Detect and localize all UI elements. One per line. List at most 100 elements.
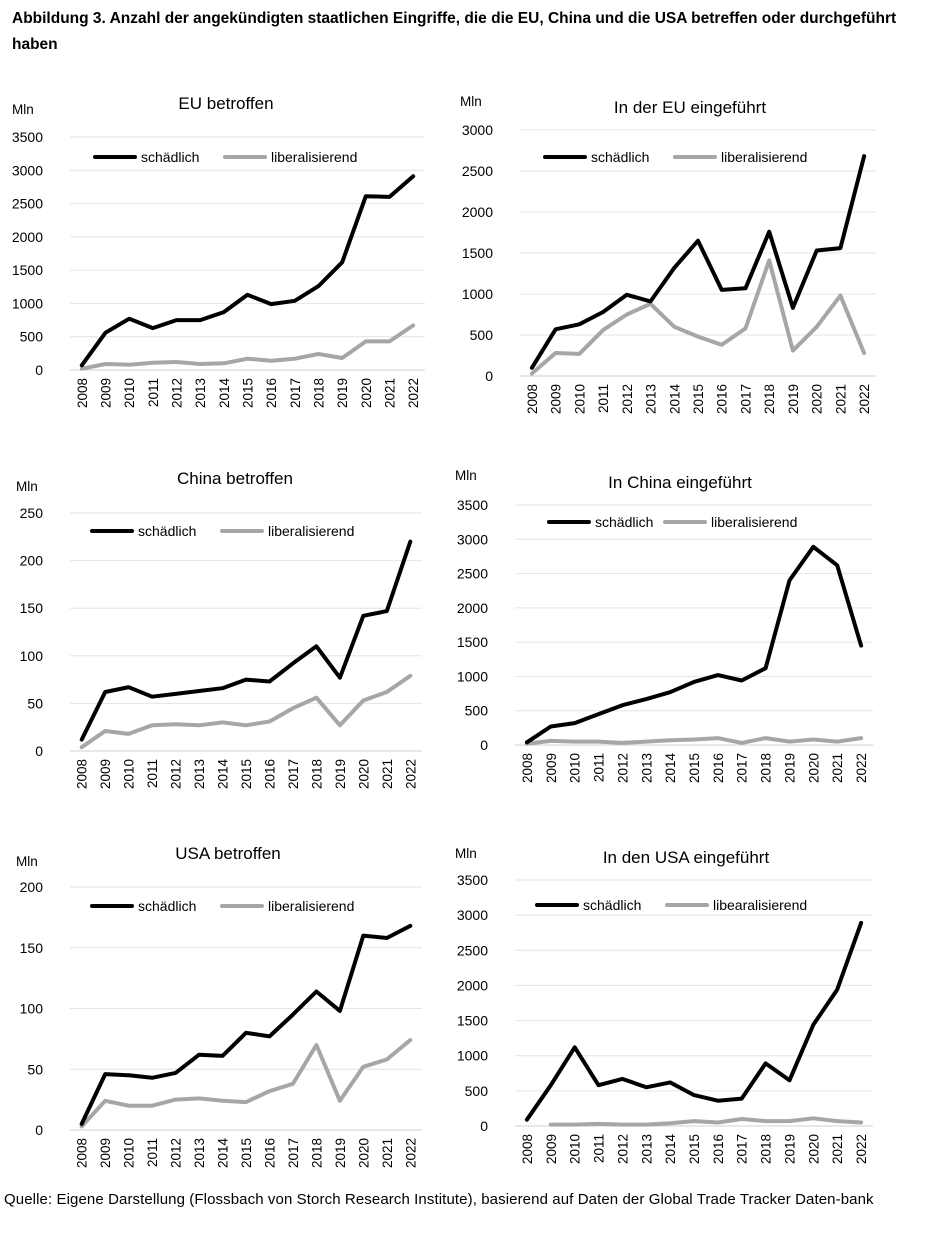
x-tick-label: 2014 [667,384,682,415]
series-line-harmful [79,923,413,1126]
x-tick-label: 2011 [592,1134,607,1163]
x-tick-label: 2009 [99,378,114,408]
y-tick-label: 500 [20,329,44,345]
x-tick-label: 2015 [687,1134,702,1164]
x-tick-label: 2013 [639,1134,654,1164]
y-tick-label: 50 [27,695,43,711]
x-tick-label: 2015 [687,753,702,783]
x-tick-label: 2022 [854,753,869,783]
x-tick-label: 2019 [333,1138,348,1168]
series-line-harmful [79,174,416,368]
y-tick-label: 1500 [12,262,43,278]
x-tick-label: 2017 [288,378,303,408]
legend-label-liberalizing: liberalisierend [721,149,807,165]
x-tick-label: 2020 [806,1134,821,1164]
y-tick-label: 2000 [457,600,488,616]
y-tick-label: 1500 [462,245,493,261]
x-tick-label: 2017 [735,1134,750,1164]
x-tick-label: 2012 [620,384,635,414]
y-tick-label: 0 [35,362,43,378]
x-tick-label: 2021 [383,378,398,408]
x-tick-label: 2021 [830,753,845,783]
series-line-harmful [524,920,864,1122]
x-tick-label: 2010 [572,384,587,414]
series-line-liberalizing [79,323,416,371]
x-tick-label: 2021 [833,384,848,414]
source-note: Quelle: Eigene Darstellung (Flossbach vo… [4,1191,874,1208]
y-tick-label: 1000 [457,668,488,684]
y-tick-label: 3000 [462,122,493,138]
x-tick-label: 2019 [786,384,801,414]
y-tick-label: 50 [27,1061,43,1077]
legend-label-liberalizing: liberalisierend [268,523,354,539]
x-tick-label: 2022 [406,378,421,408]
x-tick-label: 2009 [98,1138,113,1168]
y-tick-label: 0 [485,368,493,384]
y-tick-label: 3500 [12,129,43,145]
legend-label-harmful: schädlich [591,149,649,165]
y-unit-label: Mln [16,479,38,494]
y-tick-label: 2500 [12,196,43,212]
y-tick-label: 3500 [457,872,488,888]
x-tick-label: 2010 [568,1134,583,1164]
x-tick-label: 2013 [639,753,654,783]
series-line-liberalizing [548,1116,864,1127]
x-tick-label: 2020 [359,378,374,408]
y-tick-label: 500 [470,327,494,343]
x-tick-label: 2016 [711,753,726,783]
x-tick-label: 2018 [312,378,327,408]
legend-label-harmful: schädlich [138,898,196,914]
y-tick-label: 150 [20,940,44,956]
x-tick-label: 2018 [762,384,777,414]
x-tick-label: 2010 [122,759,137,789]
x-tick-label: 2010 [122,1138,137,1168]
x-tick-label: 2012 [615,1134,630,1164]
chart-title: In den USA eingeführt [603,848,770,867]
x-tick-label: 2010 [568,753,583,783]
x-tick-label: 2020 [356,759,371,789]
y-tick-label: 200 [20,553,44,569]
x-tick-label: 2016 [262,1138,277,1168]
y-tick-label: 500 [465,1083,489,1099]
x-tick-label: 2019 [782,1134,797,1164]
x-tick-label: 2019 [335,378,350,408]
series-line-liberalizing [79,673,413,750]
y-tick-label: 3000 [457,907,488,923]
x-tick-label: 2008 [525,384,540,414]
x-tick-label: 2011 [592,753,607,782]
x-tick-label: 2011 [145,759,160,788]
x-tick-label: 2012 [169,759,184,789]
x-tick-label: 2021 [380,1138,395,1168]
x-tick-label: 2014 [216,1138,231,1169]
legend-label-liberalizing: liberalisierend [268,898,354,914]
x-tick-label: 2016 [262,759,277,789]
x-tick-label: 2014 [216,759,231,790]
x-tick-label: 2022 [857,384,872,414]
y-unit-label: Mln [460,94,482,109]
y-tick-label: 0 [35,1122,43,1138]
series-line-liberalizing [529,258,867,376]
x-tick-label: 2009 [544,753,559,783]
y-unit-label: Mln [455,846,477,861]
x-tick-label: 2014 [217,378,232,409]
x-tick-label: 2013 [192,759,207,789]
y-tick-label: 2000 [457,977,488,993]
x-tick-label: 2017 [735,753,750,783]
x-tick-label: 2016 [264,378,279,408]
y-tick-label: 2500 [457,566,488,582]
legend-label-liberalizing: liberalisierend [271,149,357,165]
figure-title: Abbildung 3. Anzahl der angekündigten st… [12,10,897,53]
x-tick-label: 2013 [192,1138,207,1168]
x-tick-label: 2009 [549,384,564,414]
legend-label-liberalizing: libearalisierend [713,897,807,913]
x-tick-label: 2018 [309,1138,324,1168]
y-tick-label: 200 [20,879,44,895]
x-tick-label: 2008 [75,1138,90,1168]
x-tick-label: 2018 [309,759,324,789]
x-tick-label: 2015 [691,384,706,414]
